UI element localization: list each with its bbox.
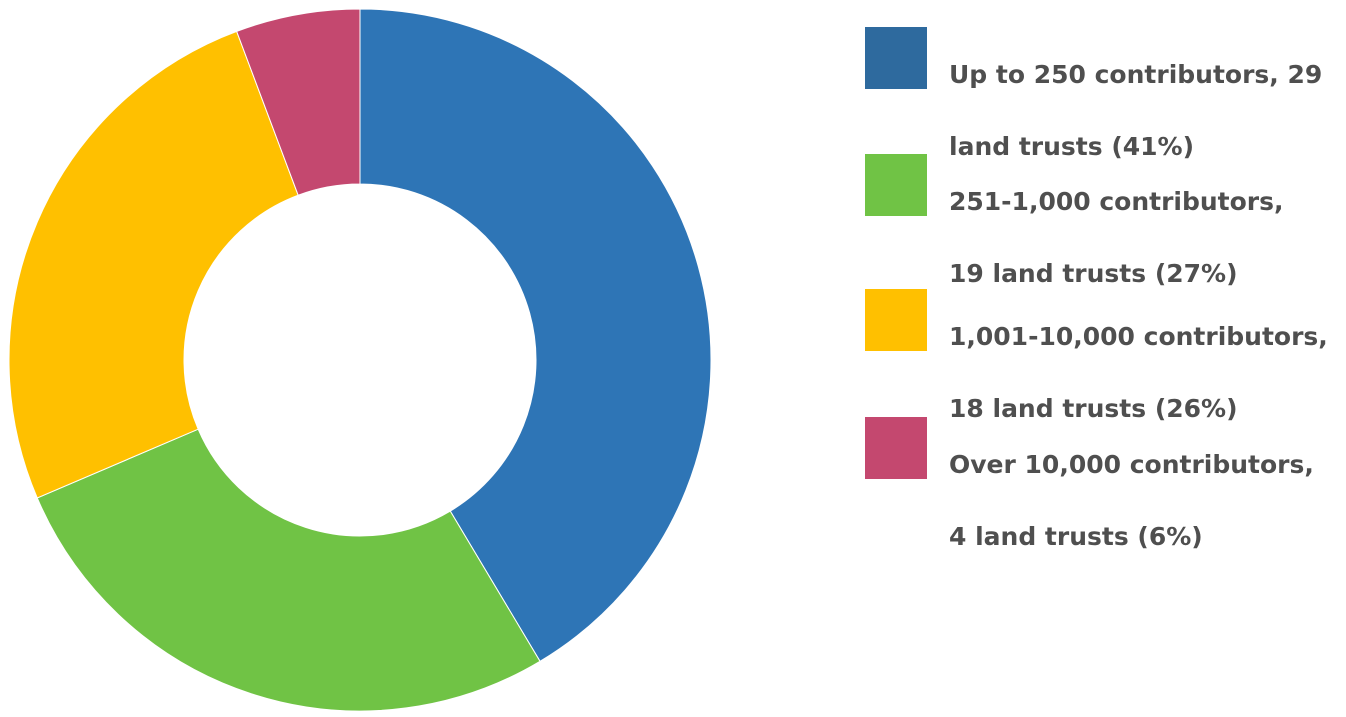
legend-swatch-up-to-250 <box>865 27 927 89</box>
legend-label-line2: 19 land trusts (27%) <box>949 259 1238 288</box>
legend-swatch-over-10000 <box>865 417 927 479</box>
donut-slice-251-1000 <box>36 428 541 712</box>
legend-label-line1: 1,001-10,000 contributors, <box>949 322 1328 351</box>
legend-label-line2: 4 land trusts (6%) <box>949 522 1203 551</box>
legend-label-line2: 18 land trusts (26%) <box>949 394 1238 423</box>
donut-slice-over-10000 <box>236 8 361 196</box>
legend-label-over-10000: Over 10,000 contributors, 4 land trusts … <box>949 411 1339 555</box>
donut-slice-up-to-250 <box>359 8 712 663</box>
legend-label-251-1000: 251-1,000 contributors, 19 land trusts (… <box>949 148 1339 292</box>
donut-plot <box>8 8 712 712</box>
legend-item-over-10000: Over 10,000 contributors, 4 land trusts … <box>865 417 1335 551</box>
legend-label-line1: 251-1,000 contributors, <box>949 187 1284 216</box>
donut-slice-1001-10000 <box>8 30 299 499</box>
legend-swatch-1001-10000 <box>865 289 927 351</box>
legend-item-251-1000: 251-1,000 contributors, 19 land trusts (… <box>865 154 1335 288</box>
legend-item-up-to-250: Up to 250 contributors, 29 land trusts (… <box>865 27 1335 161</box>
legend-label-up-to-250: Up to 250 contributors, 29 land trusts (… <box>949 21 1339 165</box>
legend-label-line2: land trusts (41%) <box>949 132 1195 161</box>
legend-label-line1: Up to 250 contributors, 29 <box>949 60 1323 89</box>
legend-label-1001-10000: 1,001-10,000 contributors, 18 land trust… <box>949 283 1339 427</box>
legend-item-1001-10000: 1,001-10,000 contributors, 18 land trust… <box>865 289 1335 423</box>
legend-label-line1: Over 10,000 contributors, <box>949 450 1314 479</box>
legend-swatch-251-1000 <box>865 154 927 216</box>
